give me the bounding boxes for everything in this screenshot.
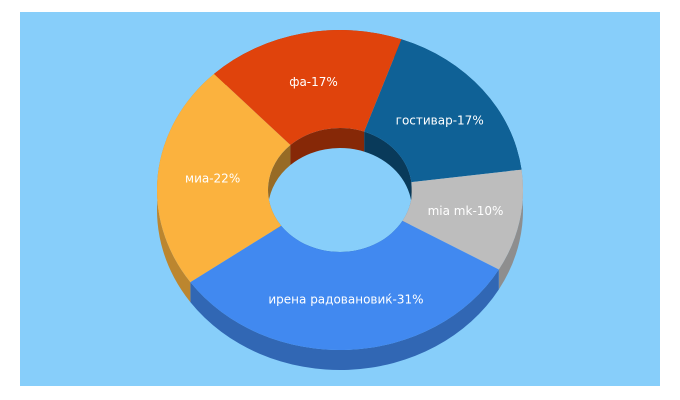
slice-side (498, 169, 523, 290)
slice-side (190, 269, 499, 370)
slice-label: фа-17% (289, 75, 338, 89)
slice-label: гостивар-17% (396, 113, 484, 127)
slice-label: mia mk-10% (428, 204, 504, 218)
slice (214, 30, 402, 146)
slice (157, 73, 291, 283)
slice-label: ирена радовановиќ-31% (268, 292, 423, 306)
slice (402, 169, 523, 270)
slice-inner-side (290, 128, 365, 166)
slice-label: миа-22% (185, 172, 240, 186)
slice-inner-side (364, 131, 412, 203)
slice (364, 39, 522, 183)
slice (190, 220, 499, 350)
